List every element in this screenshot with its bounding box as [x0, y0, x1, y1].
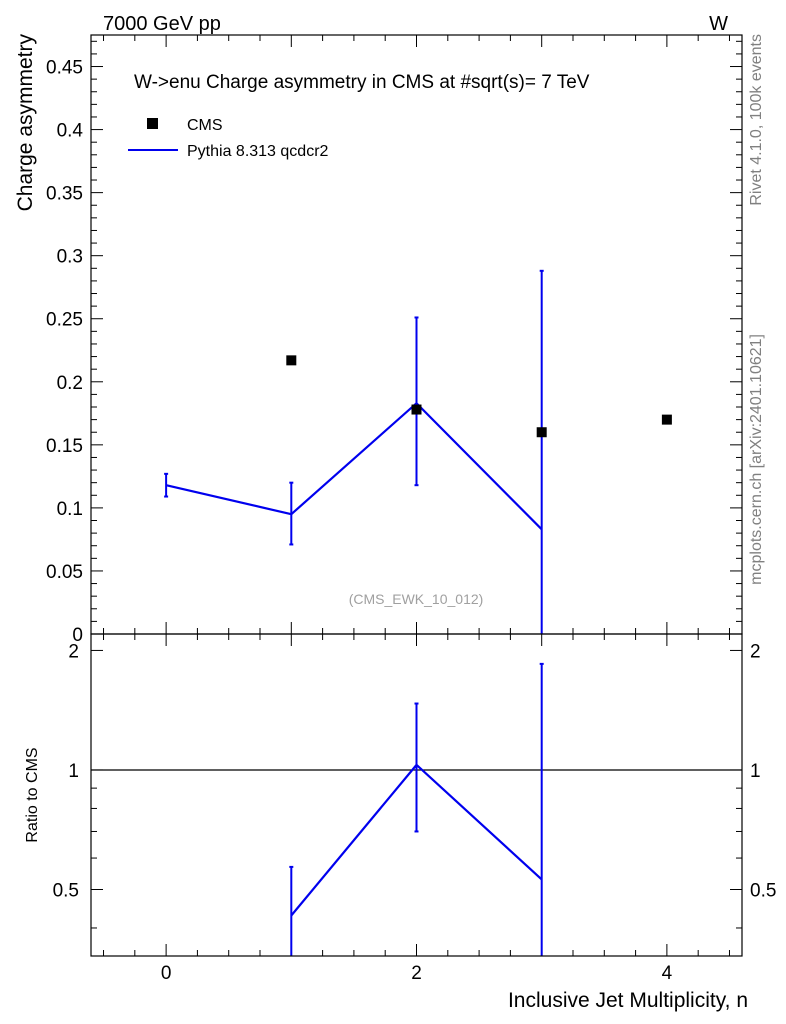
ratio-y-tick-label-right: 1 — [750, 761, 761, 782]
cms-data-point — [661, 414, 672, 425]
y-tick-label: 0.4 — [57, 121, 84, 142]
y-tick-label: 0.05 — [46, 562, 83, 583]
pythia-series-line — [165, 401, 543, 531]
header-energy-label: 7000 GeV pp — [103, 13, 221, 35]
ratio-y-tick-label-right: 2 — [750, 641, 761, 662]
ratio-series-line — [290, 763, 543, 917]
legend: CMS Pythia 8.313 qcdcr2 — [128, 117, 329, 160]
y-tick-label: 0.1 — [57, 499, 83, 520]
y-tick-label: 0.3 — [57, 247, 83, 268]
legend-label-cms: CMS — [187, 117, 223, 134]
y-tick-label: 0 — [72, 625, 83, 646]
x-tick-label: 4 — [662, 963, 673, 984]
y-axis-label: Charge asymmetry — [14, 34, 37, 212]
x-tick-label: 0 — [161, 963, 172, 984]
main-panel: 0 0.05 0.1 0.15 0.2 0.25 0.3 0.35 0.4 0.45 W->enu… — [14, 34, 743, 646]
cms-data-point — [286, 355, 297, 366]
ratio-y-tick-label: 1 — [68, 761, 79, 782]
y-tick-label: 0.25 — [46, 310, 83, 331]
cms-data-point — [411, 404, 422, 415]
header-process-label: W — [709, 13, 728, 35]
y-tick-label: 0.2 — [57, 373, 83, 394]
y-tick-label: 0.35 — [46, 184, 83, 205]
rivet-version-label: Rivet 4.1.0, 100k events — [748, 34, 765, 206]
main-title: W->enu Charge asymmetry in CMS at #sqrt(… — [134, 72, 590, 93]
ratio-y-axis-label: Ratio to CMS — [24, 747, 41, 842]
y-tick-label: 0.15 — [46, 436, 83, 457]
x-tick-label: 2 — [411, 963, 422, 984]
x-axis-label: Inclusive Jet Multiplicity, n — [508, 989, 748, 1012]
legend-label-pythia: Pythia 8.313 qcdcr2 — [187, 143, 329, 160]
ratio-y-tick-label: 2 — [68, 641, 79, 662]
ratio-y-tick-label: 0.5 — [53, 880, 79, 901]
y-tick-label: 0.45 — [46, 58, 83, 79]
ratio-panel: 0.5 0.5 1 1 2 2 0 2 4 Ratio to CMS Inclusive Je… — [24, 633, 776, 1012]
cms-data-point — [536, 427, 547, 438]
analysis-watermark: (CMS_EWK_10_012) — [349, 591, 484, 607]
ratio-y-tick-label-right: 0.5 — [750, 880, 776, 901]
legend-marker-cms — [147, 118, 158, 129]
ratio-panel-frame — [90, 633, 743, 957]
mcplots-credit-label: mcplots.cern.ch [arXiv:2401.10621] — [748, 334, 765, 585]
